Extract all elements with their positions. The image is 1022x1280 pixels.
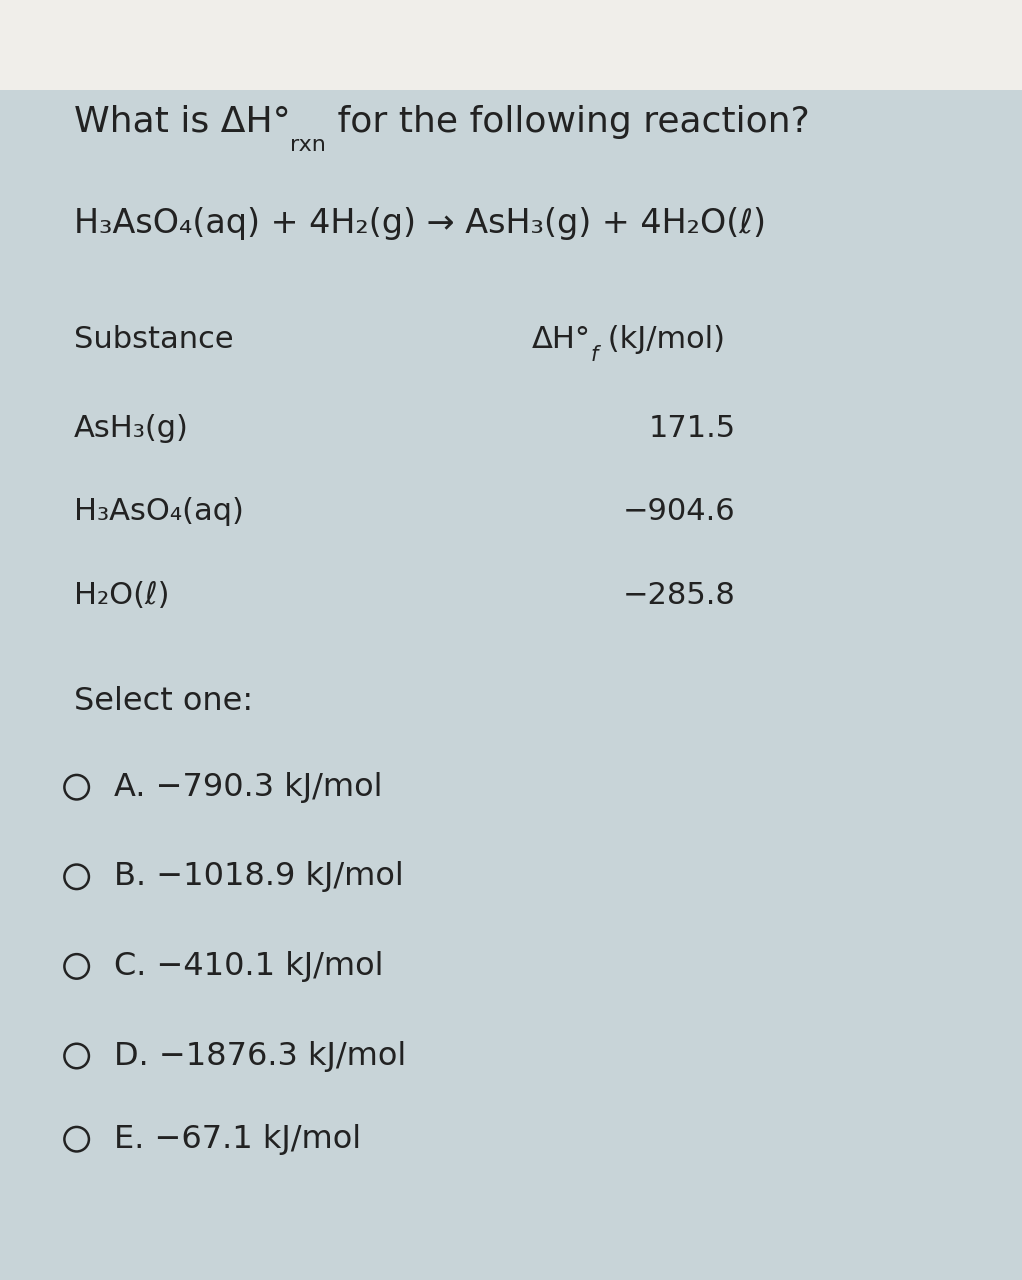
FancyBboxPatch shape bbox=[0, 0, 1022, 90]
Text: for the following reaction?: for the following reaction? bbox=[326, 105, 810, 138]
Text: D. −1876.3 kJ/mol: D. −1876.3 kJ/mol bbox=[114, 1041, 407, 1071]
Text: Select one:: Select one: bbox=[74, 686, 252, 717]
Text: C. −410.1 kJ/mol: C. −410.1 kJ/mol bbox=[114, 951, 384, 982]
Text: f: f bbox=[591, 344, 598, 365]
Text: What is ΔH°: What is ΔH° bbox=[74, 105, 290, 138]
Text: Substance: Substance bbox=[74, 325, 233, 353]
Text: −285.8: −285.8 bbox=[623, 581, 736, 609]
Text: ΔH°: ΔH° bbox=[531, 325, 591, 353]
Text: AsH₃(g): AsH₃(g) bbox=[74, 415, 188, 443]
Text: H₃AsO₄(aq) + 4H₂(g) → AsH₃(g) + 4H₂O(ℓ): H₃AsO₄(aq) + 4H₂(g) → AsH₃(g) + 4H₂O(ℓ) bbox=[74, 207, 765, 241]
Text: H₃AsO₄(aq): H₃AsO₄(aq) bbox=[74, 498, 243, 526]
Text: A. −790.3 kJ/mol: A. −790.3 kJ/mol bbox=[114, 772, 383, 803]
Text: 171.5: 171.5 bbox=[649, 415, 736, 443]
Text: rxn: rxn bbox=[290, 134, 326, 155]
Text: H₂O(ℓ): H₂O(ℓ) bbox=[74, 581, 169, 609]
FancyBboxPatch shape bbox=[0, 90, 1022, 1280]
Text: B. −1018.9 kJ/mol: B. −1018.9 kJ/mol bbox=[114, 861, 405, 892]
Text: E. −67.1 kJ/mol: E. −67.1 kJ/mol bbox=[114, 1124, 362, 1155]
Text: −904.6: −904.6 bbox=[623, 498, 736, 526]
Text: (kJ/mol): (kJ/mol) bbox=[598, 325, 725, 353]
